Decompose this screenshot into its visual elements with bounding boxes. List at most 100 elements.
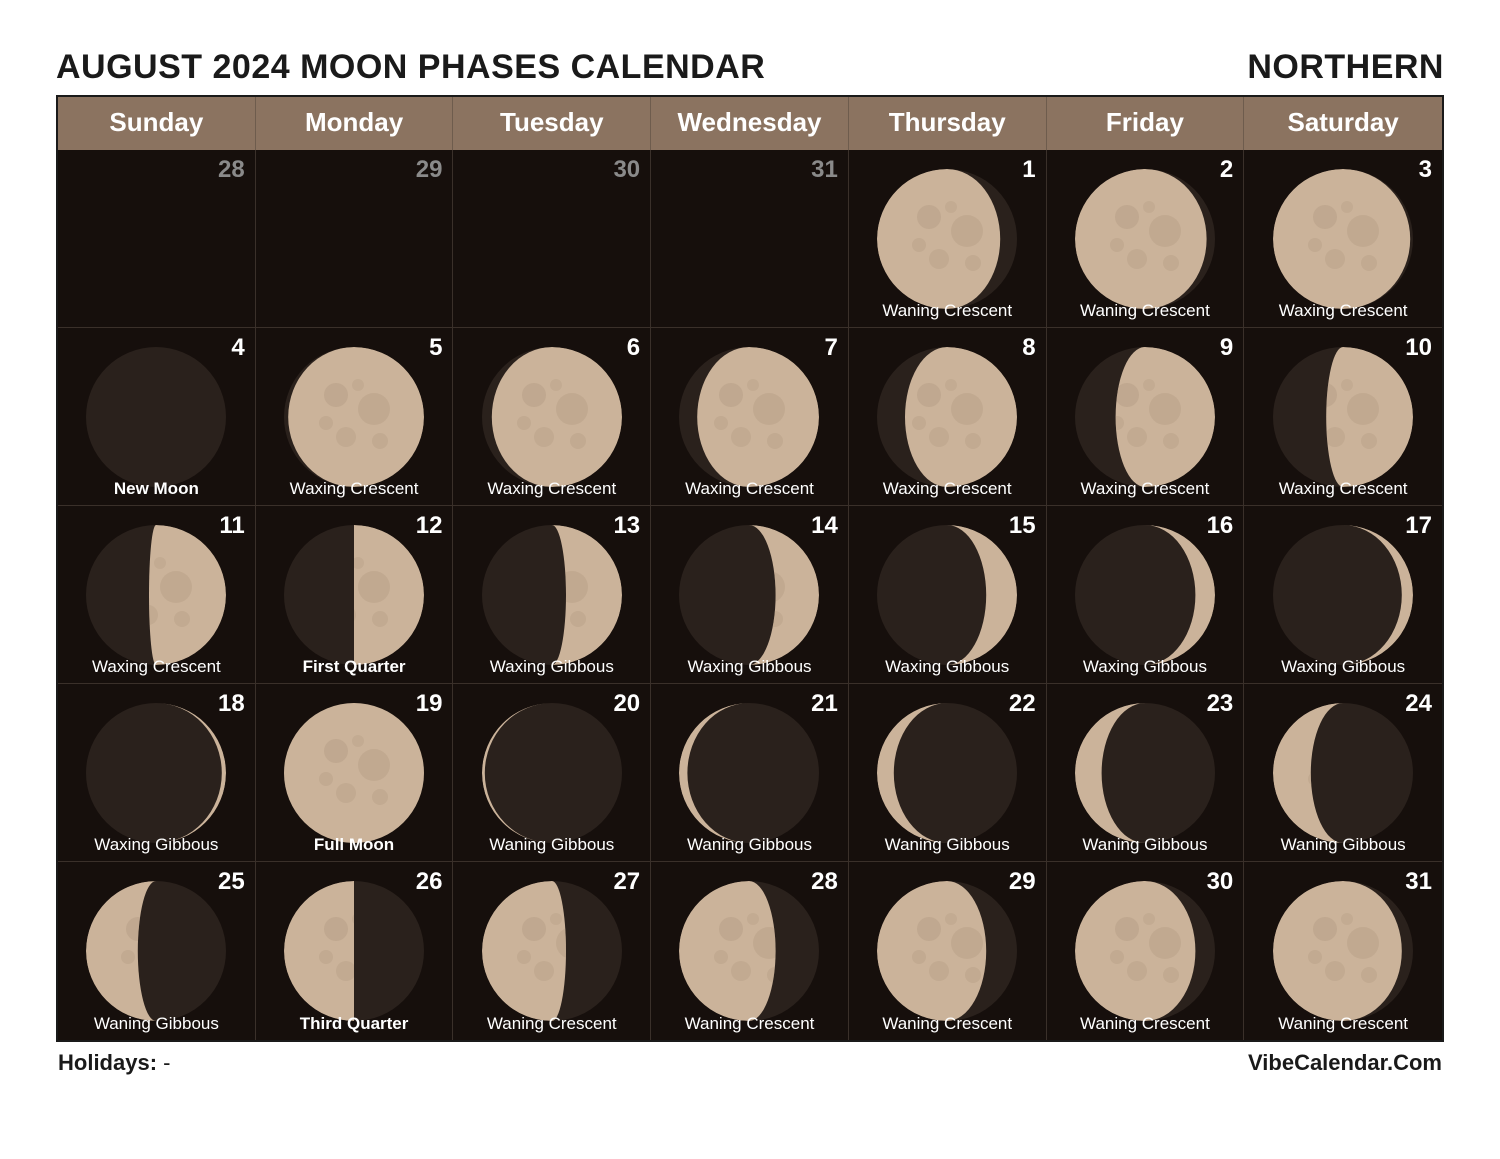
calendar-cell: 16 Waxing Gibbous [1047,506,1245,684]
day-number: 9 [1220,334,1233,362]
phase-label: Waxing Gibbous [58,835,255,855]
phase-label: Waxing Crescent [849,479,1046,499]
moon-icon [679,347,819,487]
phase-label: Waxing Crescent [1047,479,1244,499]
day-number: 20 [613,690,640,718]
weekday-wednesday: Wednesday [651,97,849,150]
hemisphere-label: NORTHERN [1247,48,1444,87]
day-number: 30 [1207,868,1234,896]
calendar-cell: 19 Full Moon [256,684,454,862]
calendar: Sunday Monday Tuesday Wednesday Thursday… [56,95,1444,1042]
day-number: 7 [824,334,837,362]
day-number: 19 [416,690,443,718]
calendar-cell: 12 First Quarter [256,506,454,684]
day-number: 11 [219,512,244,540]
calendar-cell: 23 Waning Gibbous [1047,684,1245,862]
phase-label: Waxing Crescent [1244,479,1442,499]
calendar-cell: 4 New Moon [58,328,256,506]
calendar-cell: 28 [58,150,256,328]
day-number: 6 [627,334,640,362]
day-number: 18 [218,690,245,718]
day-number: 4 [231,334,244,362]
calendar-cell: 24 Waning Gibbous [1244,684,1442,862]
moon-icon [877,881,1017,1021]
phase-label: Waxing Gibbous [1047,657,1244,677]
phase-label: Waxing Crescent [1244,301,1442,321]
weekday-friday: Friday [1047,97,1245,150]
moon-icon [86,347,226,487]
day-number: 23 [1207,690,1234,718]
day-number: 8 [1022,334,1035,362]
phase-label: Waning Gibbous [58,1014,255,1034]
calendar-cell: 11 Waxing Crescent [58,506,256,684]
day-number: 26 [416,868,443,896]
calendar-page: AUGUST 2024 MOON PHASES CALENDAR NORTHER… [0,0,1500,1076]
phase-label: New Moon [58,479,255,499]
moon-icon [1075,703,1215,843]
calendar-cell: 31 Waning Crescent [1244,862,1442,1040]
moon-icon [1273,169,1413,309]
weekday-thursday: Thursday [849,97,1047,150]
phase-label: Waning Crescent [849,301,1046,321]
calendar-cell: 25 Waning Gibbous [58,862,256,1040]
moon-icon [877,525,1017,665]
phase-label: Waxing Crescent [58,657,255,677]
calendar-cell: 14 Waxing Gibbous [651,506,849,684]
moon-icon [86,525,226,665]
calendar-cell: 30 [453,150,651,328]
phase-label: Full Moon [256,835,453,855]
moon-icon [482,881,622,1021]
day-number: 22 [1009,690,1036,718]
day-number: 16 [1207,512,1234,540]
weekday-sunday: Sunday [58,97,256,150]
moon-icon [1075,169,1215,309]
calendar-cell: 13 Waxing Gibbous [453,506,651,684]
calendar-cell: 8 Waxing Crescent [849,328,1047,506]
moon-icon [877,169,1017,309]
day-number: 31 [1405,868,1432,896]
phase-label: Waning Gibbous [849,835,1046,855]
calendar-cell: 30 Waning Crescent [1047,862,1245,1040]
moon-icon [1273,703,1413,843]
page-title: AUGUST 2024 MOON PHASES CALENDAR [56,48,765,87]
phase-label: Waning Gibbous [1244,835,1442,855]
day-number: 3 [1419,156,1432,184]
day-number: 24 [1405,690,1432,718]
moon-icon [1075,347,1215,487]
moon-icon [284,703,424,843]
day-number: 1 [1022,156,1035,184]
moon-icon [284,525,424,665]
calendar-cell: 21 Waning Gibbous [651,684,849,862]
calendar-cell: 2 Waning Crescent [1047,150,1245,328]
moon-icon [877,703,1017,843]
day-number: 2 [1220,156,1233,184]
calendar-cell: 6 Waxing Crescent [453,328,651,506]
phase-label: Waning Gibbous [651,835,848,855]
day-number: 28 [218,156,245,184]
moon-icon [482,525,622,665]
moon-icon [679,703,819,843]
calendar-grid: 282930311 Waning Crescent2 Waning Cresce… [58,150,1442,1040]
calendar-cell: 28 Waning Crescent [651,862,849,1040]
day-number: 29 [416,156,443,184]
calendar-cell: 29 Waning Crescent [849,862,1047,1040]
title-row: AUGUST 2024 MOON PHASES CALENDAR NORTHER… [56,48,1444,87]
phase-label: Waxing Crescent [453,479,650,499]
phase-label: Waning Gibbous [1047,835,1244,855]
weekday-header-row: Sunday Monday Tuesday Wednesday Thursday… [58,97,1442,150]
moon-icon [1075,525,1215,665]
day-number: 30 [613,156,640,184]
phase-label: Waning Gibbous [453,835,650,855]
phase-label: Waxing Gibbous [849,657,1046,677]
calendar-cell: 9 Waxing Crescent [1047,328,1245,506]
calendar-cell: 3 Waxing Crescent [1244,150,1442,328]
phase-label: Third Quarter [256,1014,453,1034]
day-number: 21 [811,690,838,718]
moon-icon [1273,347,1413,487]
phase-label: Waxing Crescent [651,479,848,499]
moon-icon [86,703,226,843]
calendar-cell: 17 Waxing Gibbous [1244,506,1442,684]
phase-label: Waxing Gibbous [1244,657,1442,677]
moon-icon [482,703,622,843]
phase-label: Waning Crescent [1047,301,1244,321]
